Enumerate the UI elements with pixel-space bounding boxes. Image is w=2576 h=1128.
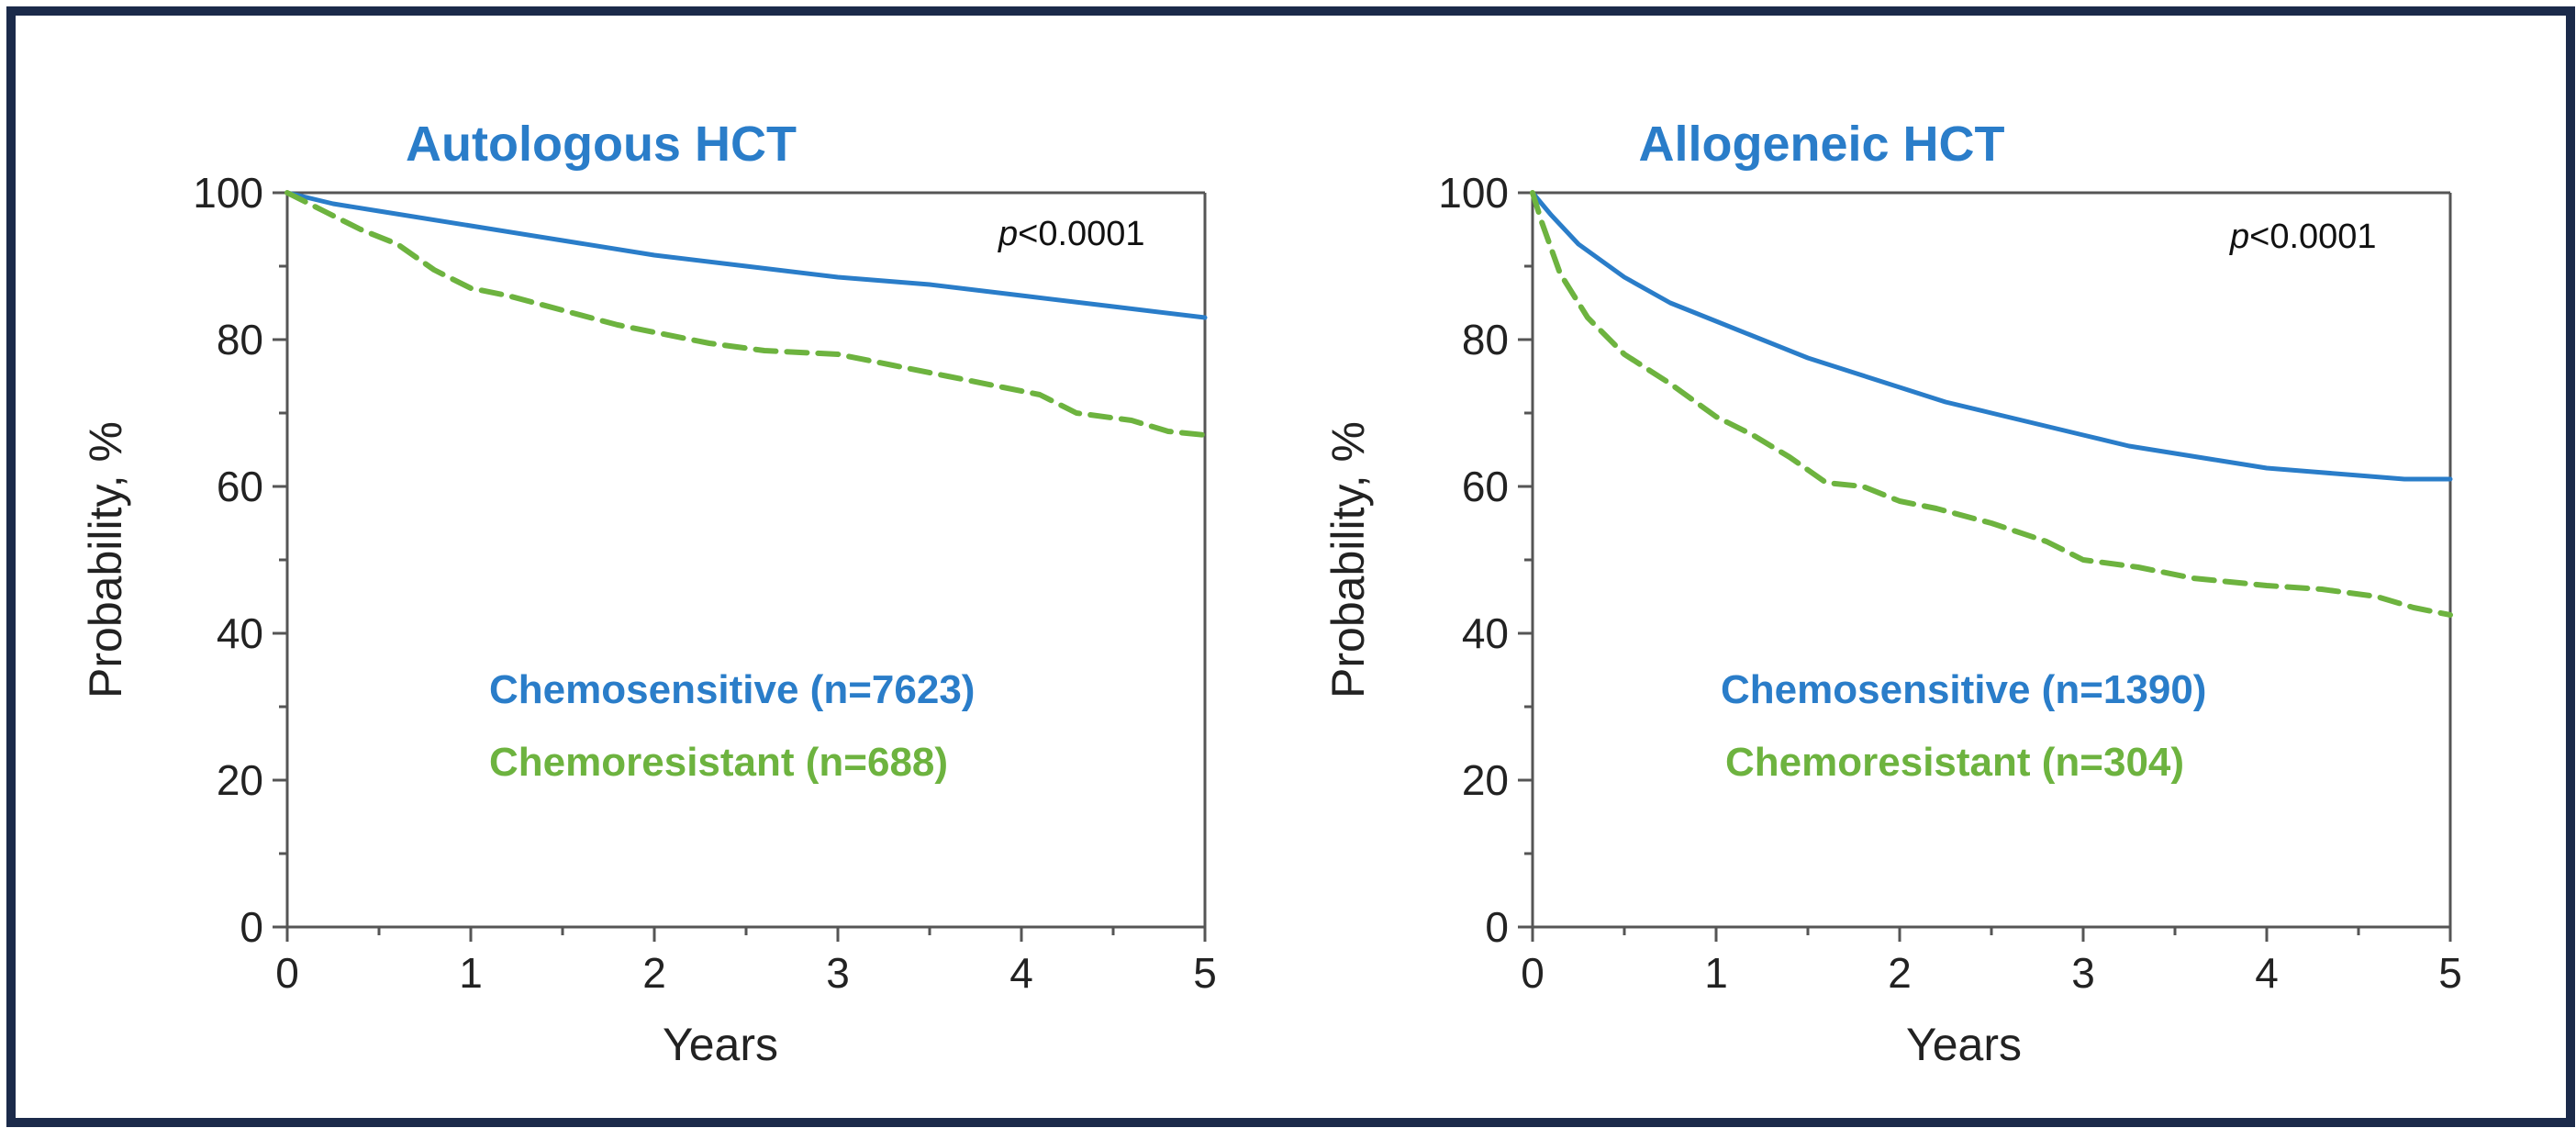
x-tick-label: 4 xyxy=(2255,949,2279,997)
y-tick-label: 40 xyxy=(1462,609,1509,657)
p-value: <0.0001 xyxy=(1018,215,1144,253)
x-tick-label: 2 xyxy=(642,949,666,997)
y-tick-label: 20 xyxy=(1462,756,1509,804)
y-tick-label: 0 xyxy=(1485,903,1509,951)
y-tick-label: 100 xyxy=(193,169,263,217)
x-tick-label: 3 xyxy=(2071,949,2095,997)
x-tick-label: 5 xyxy=(2438,949,2462,997)
chart-title: Allogeneic HCT xyxy=(1638,117,2004,172)
legend-chemosensitive: Chemosensitive (n=1390) xyxy=(1721,667,2206,712)
p-value: <0.0001 xyxy=(2249,218,2376,256)
p-symbol: p xyxy=(998,215,1018,253)
y-tick-label: 100 xyxy=(1438,169,1509,217)
y-tick-label: 60 xyxy=(217,463,263,510)
p-value-annotation: p<0.0001 xyxy=(998,215,1145,253)
y-axis-title: Probability, % xyxy=(1322,421,1374,698)
x-tick-label: 2 xyxy=(1888,949,1912,997)
x-tick-label: 0 xyxy=(1521,949,1544,997)
y-tick-label: 80 xyxy=(217,316,263,363)
x-tick-label: 1 xyxy=(1704,949,1728,997)
x-axis-title: Years xyxy=(663,1019,778,1070)
series-line-chemosensitive xyxy=(284,190,1208,320)
x-tick-label: 1 xyxy=(459,949,483,997)
x-tick-label: 0 xyxy=(275,949,299,997)
y-tick-label: 20 xyxy=(217,756,263,804)
x-tick-label: 4 xyxy=(1009,949,1033,997)
y-tick-label: 0 xyxy=(240,903,263,951)
x-tick-label: 5 xyxy=(1193,949,1217,997)
y-tick-label: 80 xyxy=(1462,316,1509,363)
p-symbol: p xyxy=(2229,218,2249,256)
y-tick-label: 40 xyxy=(217,609,263,657)
legend-chemoresistant: Chemoresistant (n=304) xyxy=(1725,740,2184,785)
p-value-annotation: p<0.0001 xyxy=(2229,218,2377,256)
y-axis-title: Probability, % xyxy=(80,421,131,698)
x-axis-title: Years xyxy=(1906,1019,2022,1070)
y-tick-label: 60 xyxy=(1462,463,1509,510)
legend-chemoresistant: Chemoresistant (n=688) xyxy=(489,740,948,785)
series-line-chemoresistant xyxy=(1530,190,2453,618)
series-line-chemosensitive xyxy=(1530,190,2453,482)
series-line-chemoresistant xyxy=(284,190,1208,438)
x-tick-label: 3 xyxy=(826,949,850,997)
legend-chemosensitive: Chemosensitive (n=7623) xyxy=(489,667,975,712)
chart-title: Autologous HCT xyxy=(406,117,797,172)
